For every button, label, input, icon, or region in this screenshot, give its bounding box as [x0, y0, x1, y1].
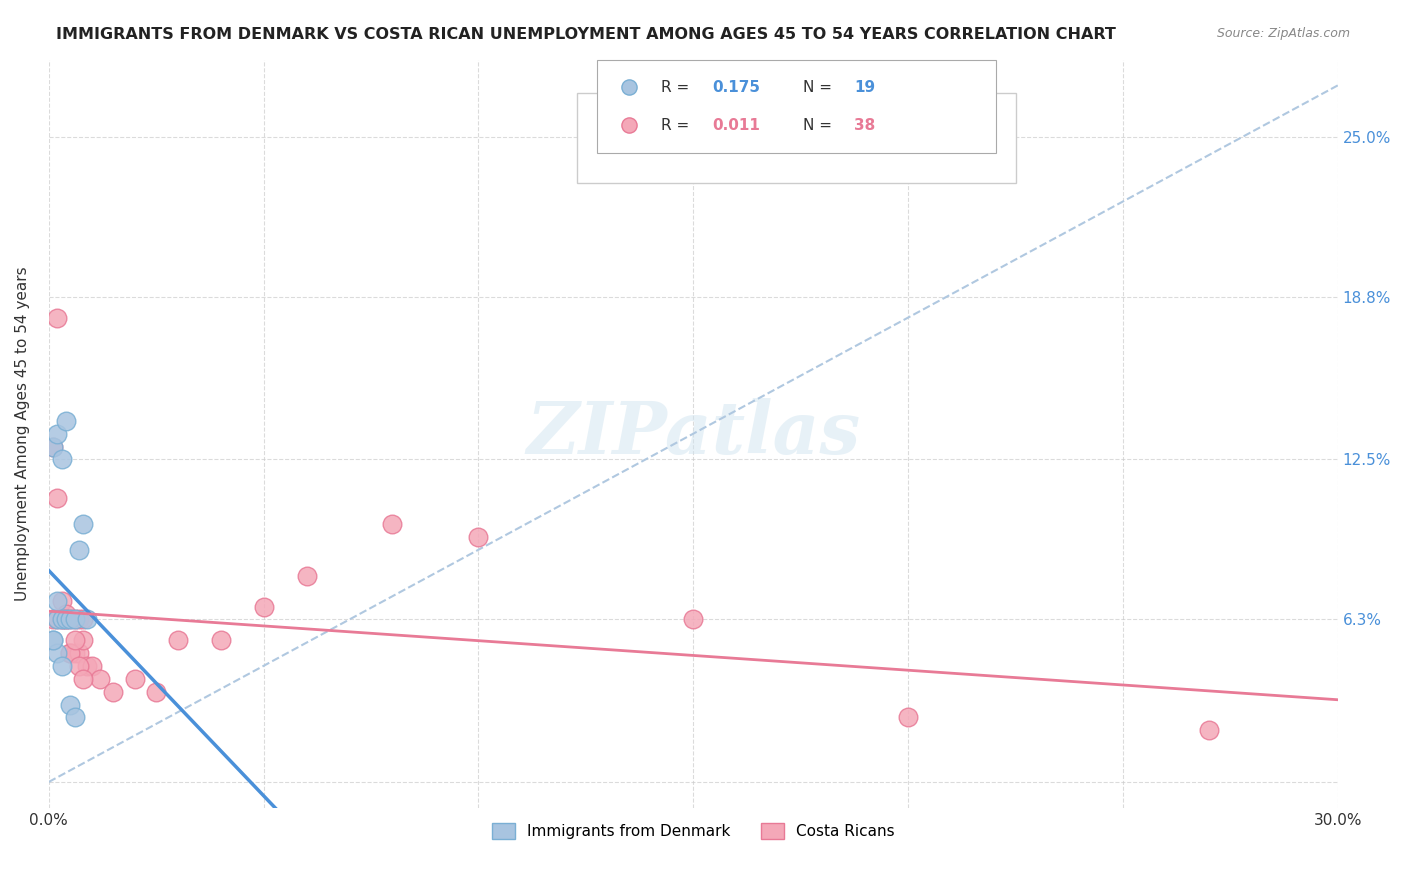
Text: ZIPatlas: ZIPatlas [526, 398, 860, 469]
Point [897, 710, 920, 724]
Point [59, 698, 82, 712]
Point [46, 612, 69, 626]
Point [76, 658, 98, 673]
Point [63, 612, 86, 626]
FancyBboxPatch shape [596, 60, 997, 153]
Point [67, 646, 90, 660]
Point [59, 646, 82, 660]
Point [51, 612, 73, 626]
Text: N =: N = [803, 80, 837, 95]
Point [76, 612, 98, 626]
Point [72, 516, 94, 531]
Text: 38: 38 [855, 118, 876, 133]
Point [67, 612, 90, 626]
Point [295, 568, 318, 582]
Point [72, 672, 94, 686]
Point [63, 646, 86, 660]
Legend: Immigrants from Denmark, Costa Ricans: Immigrants from Denmark, Costa Ricans [485, 817, 901, 845]
Point [63, 612, 86, 626]
Point [46, 646, 69, 660]
Point [42, 612, 65, 626]
Point [51, 612, 73, 626]
Point [51, 594, 73, 608]
Point [381, 516, 404, 531]
Point [72, 633, 94, 648]
Y-axis label: Unemployment Among Ages 45 to 54 years: Unemployment Among Ages 45 to 54 years [15, 267, 30, 601]
Point [209, 633, 232, 648]
Point [46, 612, 69, 626]
Point [103, 684, 125, 698]
Point [55, 607, 77, 622]
Point [63, 633, 86, 648]
Point [55, 612, 77, 626]
Point [42, 440, 65, 454]
Text: R =: R = [661, 80, 695, 95]
Point [42, 440, 65, 454]
Point [252, 599, 274, 614]
Point [59, 612, 82, 626]
Point [63, 710, 86, 724]
Point [145, 684, 167, 698]
Point [42, 633, 65, 648]
Point [59, 612, 82, 626]
Point [55, 612, 77, 626]
Point [55, 612, 77, 626]
Point [55, 414, 77, 428]
Point [89, 672, 111, 686]
Point [46, 491, 69, 505]
Point [80, 658, 103, 673]
Text: 0.175: 0.175 [713, 80, 761, 95]
Point [59, 646, 82, 660]
Text: IMMIGRANTS FROM DENMARK VS COSTA RICAN UNEMPLOYMENT AMONG AGES 45 TO 54 YEARS CO: IMMIGRANTS FROM DENMARK VS COSTA RICAN U… [56, 27, 1116, 42]
Point [42, 633, 65, 648]
Text: 0.011: 0.011 [713, 118, 761, 133]
Text: R = 0.175: R = 0.175 [616, 108, 702, 123]
Point [51, 452, 73, 467]
Point [67, 542, 90, 557]
Text: 19: 19 [855, 80, 876, 95]
Point [682, 612, 704, 626]
Point [46, 594, 69, 608]
Point [46, 310, 69, 325]
Point [46, 426, 69, 441]
Point [124, 672, 146, 686]
Point [467, 530, 489, 544]
Text: Source: ZipAtlas.com: Source: ZipAtlas.com [1216, 27, 1350, 40]
Point [51, 612, 73, 626]
Point [1198, 723, 1220, 738]
Text: R =: R = [661, 118, 695, 133]
FancyBboxPatch shape [578, 94, 1015, 183]
Point [67, 658, 90, 673]
Point [51, 658, 73, 673]
Text: N =: N = [803, 118, 837, 133]
Point [72, 612, 94, 626]
Point [166, 633, 188, 648]
